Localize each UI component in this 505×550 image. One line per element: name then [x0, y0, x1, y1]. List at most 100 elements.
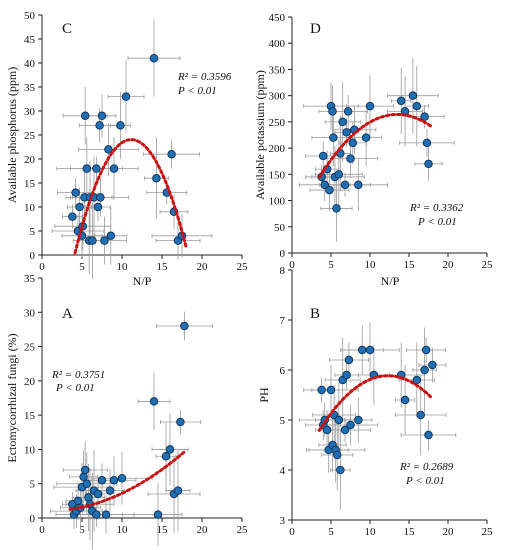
data-point [68, 212, 77, 221]
x-tick-label: 10 [365, 526, 377, 538]
y-tick-label: 400 [269, 38, 286, 50]
data-point [97, 476, 107, 485]
fit-curve [317, 374, 434, 432]
p-annotation: P < 0.01 [417, 216, 457, 228]
data-point [357, 345, 367, 355]
data-point [342, 370, 351, 380]
data-point [105, 486, 115, 495]
y-tick-label: 300 [269, 91, 286, 103]
y-tick-label: 25 [24, 130, 36, 142]
y-tick-label: 35 [24, 273, 36, 285]
x-tick-label: 25 [237, 524, 249, 536]
y-tick-label: 7 [280, 315, 286, 327]
data-point [317, 385, 326, 395]
data-point [346, 420, 355, 430]
data-point [340, 425, 350, 435]
x-axis-label: N/P [133, 274, 152, 288]
data-point [422, 138, 432, 148]
data-point [332, 204, 341, 213]
data-point [161, 452, 171, 461]
data-point [173, 486, 183, 495]
panel-letter: A [62, 306, 73, 322]
y-tick-label: 100 [269, 196, 286, 208]
x-tick-label: 0 [289, 259, 295, 271]
x-tick-label: 5 [328, 526, 334, 538]
data-point [117, 473, 127, 483]
r2-annotation: R² = 0.3751 [51, 369, 105, 381]
x-tick-label: 0 [39, 261, 45, 273]
data-point [121, 92, 131, 101]
data-point [82, 164, 92, 173]
x-axis-label: N/P [381, 274, 400, 288]
y-tick-label: 5 [280, 415, 286, 427]
data-point [342, 128, 351, 137]
data-point [428, 360, 437, 370]
x-tick-label: 15 [404, 259, 416, 271]
x-tick-label: 25 [482, 259, 494, 271]
y-tick-label: 4 [280, 465, 286, 477]
data-point [326, 385, 336, 395]
data-point [348, 138, 358, 148]
chart-panel-a: A R² = 0.3751 P < 0.01 Ectomycorrhizal f… [5, 273, 248, 550]
data-point [97, 111, 107, 121]
data-point [346, 154, 355, 163]
fit-curve [68, 448, 188, 511]
chart-panel-d: D R² = 0.3362 P < 0.01 Available potassi… [253, 12, 493, 288]
data-point [101, 510, 111, 519]
data-point [412, 101, 422, 111]
data-point [93, 202, 103, 212]
y-tick-label: 450 [269, 12, 286, 24]
y-tick-label: 50 [274, 222, 286, 234]
data-point [318, 151, 328, 161]
data-point [320, 180, 330, 190]
data-point [165, 445, 175, 454]
data-point [340, 180, 350, 190]
y-tick-label: 0 [30, 513, 36, 525]
data-point [88, 236, 97, 245]
data-point [80, 465, 90, 475]
data-point [75, 202, 84, 212]
data-point [92, 510, 101, 519]
x-tick-label: 20 [443, 526, 455, 538]
data-point [343, 107, 353, 116]
p-annotation: P < 0.01 [405, 475, 445, 487]
x-tick-label: 5 [328, 259, 334, 271]
data-point [338, 117, 347, 127]
x-tick-label: 15 [157, 524, 169, 536]
x-tick-label: 10 [365, 259, 377, 271]
data-point [354, 415, 363, 425]
data-point [328, 107, 337, 116]
data-point [408, 91, 418, 100]
y-tick-label: 0 [280, 248, 286, 260]
data-point [149, 53, 159, 63]
y-tick-label: 35 [24, 82, 36, 94]
p-annotation: P < 0.01 [177, 85, 217, 97]
data-point [149, 397, 159, 406]
y-tick-label: 50 [24, 10, 36, 22]
y-tick-label: 15 [24, 410, 36, 422]
data-point [424, 159, 433, 169]
x-tick-label: 10 [117, 524, 129, 536]
x-tick-label: 5 [79, 524, 85, 536]
y-tick-label: 20 [24, 154, 36, 166]
data-point [420, 112, 429, 121]
data-point [167, 149, 176, 159]
data-point [344, 355, 354, 365]
x-tick-label: 15 [157, 261, 169, 273]
data-point [100, 236, 109, 245]
y-axis-label: Available phosphorus (ppm) [5, 67, 19, 203]
x-tick-label: 20 [197, 524, 209, 536]
r2-annotation: R² = 0.3362 [409, 202, 464, 214]
data-point [416, 410, 425, 420]
data-point [82, 479, 92, 488]
data-point [332, 450, 342, 460]
y-tick-label: 30 [24, 106, 36, 118]
data-point [106, 231, 116, 241]
x-tick-label: 0 [39, 524, 45, 536]
data-point [152, 173, 161, 183]
data-point [400, 395, 410, 405]
x-tick-label: 20 [197, 261, 209, 273]
y-tick-label: 15 [24, 178, 36, 190]
data-point [109, 164, 119, 173]
chart-panel-b: B R² = 0.2689 P < 0.01 PH 0 5 10 15 20 25 3 4 5 6… [257, 265, 493, 538]
